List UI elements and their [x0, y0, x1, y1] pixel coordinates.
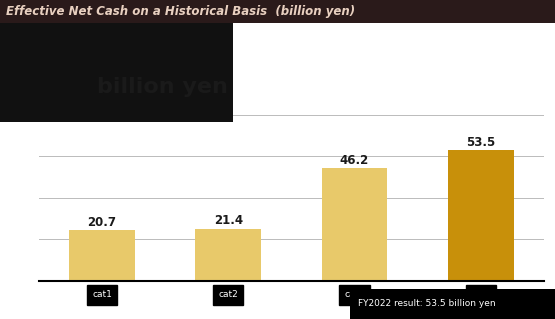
Bar — [195, 228, 261, 281]
Text: 20.7: 20.7 — [88, 216, 117, 229]
Text: Effective Net Cash on a Historical Basis  (billion yen): Effective Net Cash on a Historical Basis… — [6, 5, 355, 18]
Text: 53.5: 53.5 — [466, 136, 496, 149]
Text: 21.4: 21.4 — [214, 214, 243, 227]
Text: FY2022 result: 53.5 billion yen: FY2022 result: 53.5 billion yen — [358, 299, 496, 308]
Bar — [322, 168, 387, 281]
Text: 46.2: 46.2 — [340, 154, 369, 167]
Text: billion yen: billion yen — [97, 77, 228, 97]
Bar — [69, 230, 135, 281]
Bar — [448, 150, 513, 281]
